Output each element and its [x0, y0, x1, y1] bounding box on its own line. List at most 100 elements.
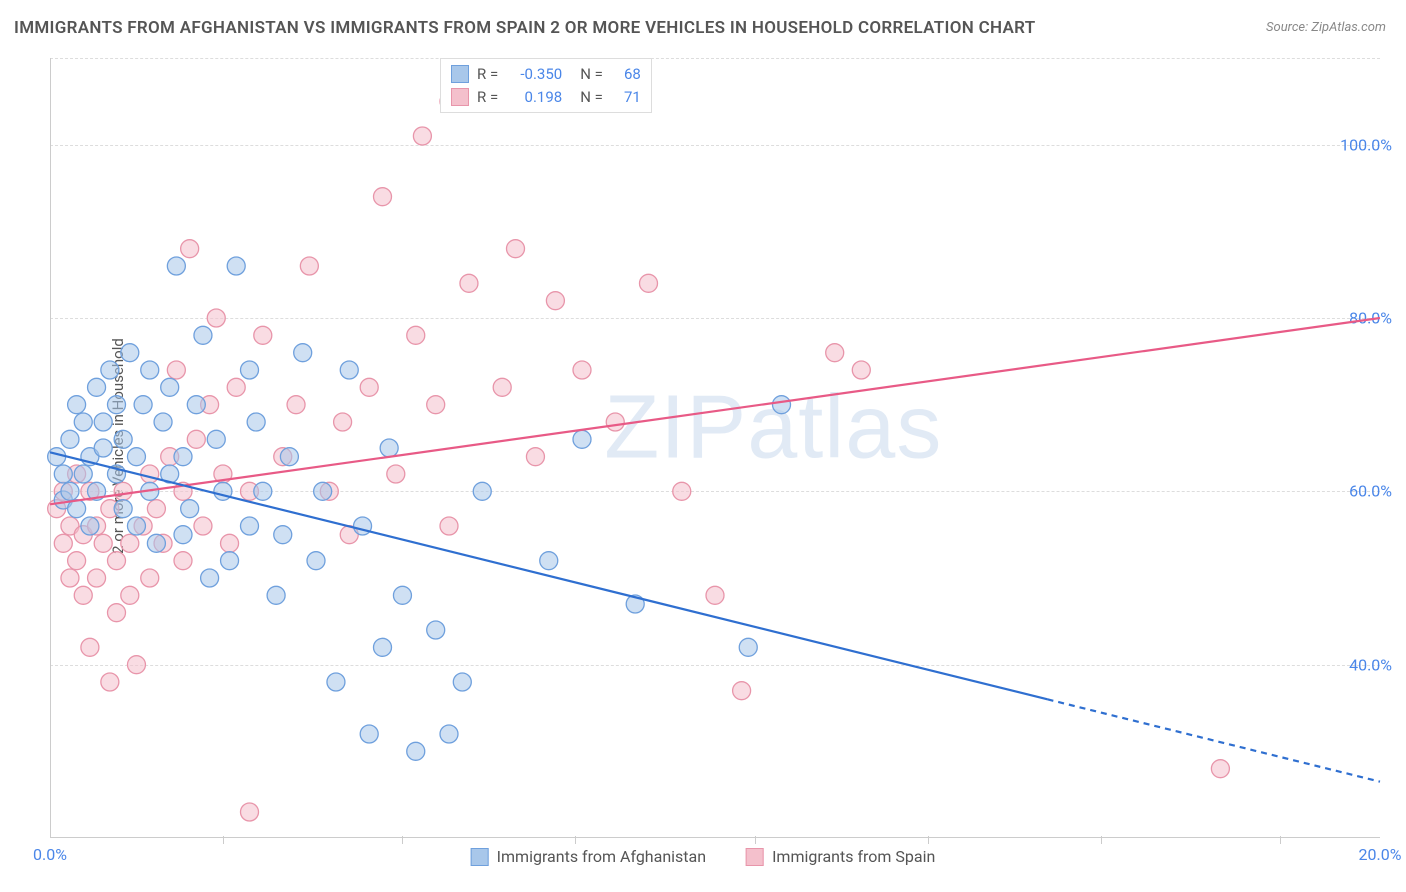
scatter-point [227, 257, 245, 275]
scatter-point [88, 569, 106, 587]
scatter-point [413, 127, 431, 145]
scatter-point [221, 534, 239, 552]
scatter-point [374, 638, 392, 656]
trend-line [50, 318, 1380, 504]
scatter-point [127, 517, 145, 535]
legend-swatch-blue-bottom [471, 848, 489, 866]
scatter-point [380, 439, 398, 457]
scatter-point [141, 465, 159, 483]
scatter-point [74, 465, 92, 483]
source-attribution: Source: ZipAtlas.com [1266, 20, 1386, 35]
scatter-point [61, 430, 79, 448]
scatter-point [360, 725, 378, 743]
scatter-point [546, 292, 564, 310]
scatter-point [114, 500, 132, 518]
scatter-point [181, 500, 199, 518]
scatter-point [254, 482, 272, 500]
legend-item-pink: Immigrants from Spain [746, 847, 935, 866]
scatter-point [254, 326, 272, 344]
scatter-point [227, 378, 245, 396]
scatter-point [267, 586, 285, 604]
scatter-point [154, 413, 172, 431]
n-value-pink: 71 [611, 86, 641, 109]
scatter-point [427, 396, 445, 414]
scatter-point [826, 344, 844, 362]
scatter-point [573, 361, 591, 379]
scatter-point [393, 586, 411, 604]
legend-label-blue: Immigrants from Afghanistan [497, 847, 706, 866]
scatter-point [733, 682, 751, 700]
scatter-point [247, 413, 265, 431]
scatter-point [88, 378, 106, 396]
scatter-point [141, 569, 159, 587]
scatter-point [507, 240, 525, 258]
scatter-point [74, 586, 92, 604]
scatter-point [573, 430, 591, 448]
scatter-point [407, 326, 425, 344]
n-value-blue: 68 [611, 63, 641, 86]
scatter-point [493, 378, 511, 396]
scatter-point [94, 534, 112, 552]
scatter-point [61, 482, 79, 500]
scatter-point [526, 448, 544, 466]
legend-label-pink: Immigrants from Spain [772, 847, 935, 866]
scatter-point [706, 586, 724, 604]
r-label-pink: R = [477, 86, 498, 109]
scatter-point [407, 742, 425, 760]
scatter-point [127, 448, 145, 466]
x-tick-label: 20.0% [1359, 845, 1402, 864]
scatter-point [852, 361, 870, 379]
scatter-point [207, 309, 225, 327]
scatter-point [114, 430, 132, 448]
scatter-point [673, 482, 691, 500]
scatter-point [187, 430, 205, 448]
scatter-point [606, 413, 624, 431]
scatter-point [94, 413, 112, 431]
scatter-point [739, 638, 757, 656]
scatter-point [141, 361, 159, 379]
scatter-point [773, 396, 791, 414]
scatter-point [194, 326, 212, 344]
scatter-point [387, 465, 405, 483]
scatter-point [68, 396, 86, 414]
scatter-point [440, 517, 458, 535]
scatter-point [74, 413, 92, 431]
legend-swatch-pink-bottom [746, 848, 764, 866]
scatter-point [201, 569, 219, 587]
scatter-point [340, 361, 358, 379]
scatter-point [294, 344, 312, 362]
scatter-point [167, 257, 185, 275]
scatter-point [460, 274, 478, 292]
scatter-point [540, 552, 558, 570]
legend-swatch-blue [451, 65, 469, 83]
scatter-point [374, 188, 392, 206]
scatter-point [307, 552, 325, 570]
scatter-point [101, 361, 119, 379]
scatter-point [453, 673, 471, 691]
scatter-point [81, 517, 99, 535]
scatter-point [187, 396, 205, 414]
scatter-point [127, 656, 145, 674]
scatter-point [427, 621, 445, 639]
chart-title: IMMIGRANTS FROM AFGHANISTAN VS IMMIGRANT… [14, 18, 1035, 38]
legend-swatch-pink [451, 88, 469, 106]
scatter-point [167, 361, 185, 379]
scatter-point [334, 413, 352, 431]
scatter-point [147, 534, 165, 552]
scatter-point [640, 274, 658, 292]
scatter-point [314, 482, 332, 500]
r-value-blue: -0.350 [506, 63, 562, 86]
scatter-point [81, 638, 99, 656]
scatter-point [61, 569, 79, 587]
scatter-point [121, 586, 139, 604]
scatter-point [108, 552, 126, 570]
scatter-point [280, 448, 298, 466]
scatter-point [194, 517, 212, 535]
correlation-legend: R = -0.350 N = 68 R = 0.198 N = 71 [440, 58, 652, 113]
scatter-point [54, 534, 72, 552]
scatter-point [147, 500, 165, 518]
scatter-point [300, 257, 318, 275]
series-legend: Immigrants from Afghanistan Immigrants f… [471, 847, 936, 866]
x-tick-label: 0.0% [33, 845, 67, 864]
scatter-point [68, 552, 86, 570]
